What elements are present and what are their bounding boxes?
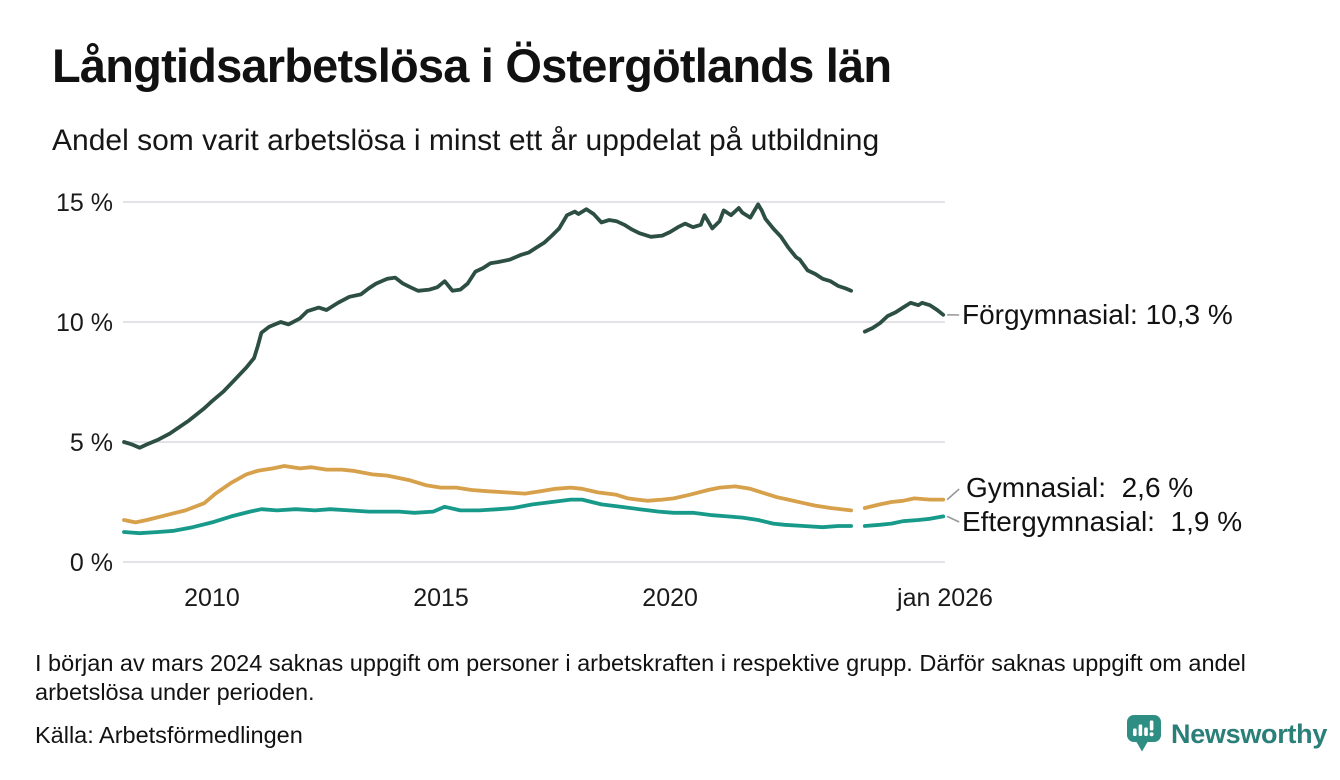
series-line-förgymnasial <box>862 300 946 334</box>
bar-small-icon <box>1133 728 1137 736</box>
exclamation-bar-icon <box>1149 720 1154 731</box>
series-label-forgymnasial: Förgymnasial: 10,3 % <box>962 299 1233 330</box>
exclamation-dot-icon <box>1149 732 1154 737</box>
source-attribution: Källa: Arbetsförmedlingen <box>35 722 303 748</box>
newsworthy-pin-icon <box>1127 715 1161 752</box>
chart-subtitle: Andel som varit arbetslösa i minst ett å… <box>52 124 880 157</box>
y-tick-label: 0 % <box>70 549 113 577</box>
series-line-eftergymnasial <box>122 497 853 536</box>
newsworthy-wordmark: Newsworthy <box>1171 718 1328 749</box>
footnote: I början av mars 2024 saknas uppgift om … <box>35 650 1246 705</box>
label-connector <box>946 515 960 523</box>
series-line-förgymnasial <box>122 202 853 450</box>
series-line-eftergymnasial <box>862 514 946 528</box>
x-tick-label: 2020 <box>642 584 698 612</box>
series-label-gymnasial: Gymnasial: 2,6 % <box>966 472 1194 503</box>
bar-medium-icon <box>1144 727 1148 736</box>
series-label-eftergymnasial: Eftergymnasial: 1,9 % <box>962 506 1243 537</box>
series-line-gymnasial <box>122 464 853 525</box>
y-tick-label: 10 % <box>56 309 113 337</box>
x-tick-label: 2010 <box>184 584 240 612</box>
x-tick-label: 2015 <box>413 584 469 612</box>
chart-title: Långtidsarbetslösa i Östergötlands län <box>52 39 892 92</box>
newsworthy-logo: Newsworthy <box>1126 714 1327 754</box>
y-tick-label: 15 % <box>56 189 113 217</box>
bar-tall-icon <box>1138 724 1143 736</box>
x-tick-label: jan 2026 <box>896 584 993 612</box>
series-line-gymnasial <box>862 496 946 510</box>
label-connector <box>946 488 960 501</box>
pin-shape <box>1127 715 1161 752</box>
y-tick-label: 5 % <box>70 429 113 457</box>
